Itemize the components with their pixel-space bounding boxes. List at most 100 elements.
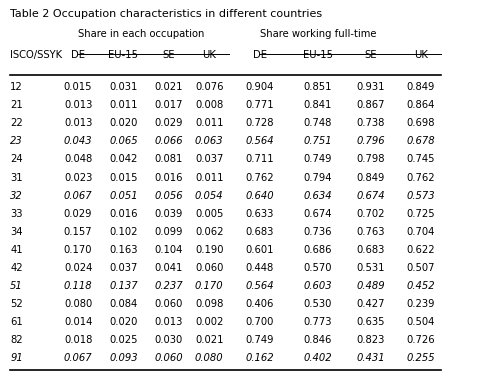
Text: 0.011: 0.011 xyxy=(195,118,223,128)
Text: SE: SE xyxy=(364,50,376,60)
Text: 0.726: 0.726 xyxy=(407,335,435,345)
Text: 0.640: 0.640 xyxy=(245,191,274,201)
Text: 0.849: 0.849 xyxy=(356,172,385,182)
Text: 0.065: 0.065 xyxy=(109,136,138,146)
Text: 0.015: 0.015 xyxy=(109,172,138,182)
Text: 0.076: 0.076 xyxy=(195,82,223,92)
Text: 0.570: 0.570 xyxy=(303,263,332,273)
Text: 0.698: 0.698 xyxy=(407,118,435,128)
Text: 22: 22 xyxy=(10,118,23,128)
Text: 0.738: 0.738 xyxy=(356,118,385,128)
Text: 0.725: 0.725 xyxy=(407,209,435,219)
Text: 0.489: 0.489 xyxy=(356,281,385,291)
Text: 0.020: 0.020 xyxy=(109,118,138,128)
Text: EU-15: EU-15 xyxy=(302,50,333,60)
Text: 51: 51 xyxy=(10,281,23,291)
Text: 0.020: 0.020 xyxy=(109,317,138,327)
Text: 0.622: 0.622 xyxy=(407,245,435,255)
Text: 0.008: 0.008 xyxy=(195,100,223,110)
Text: 0.060: 0.060 xyxy=(155,299,183,309)
Text: 0.041: 0.041 xyxy=(155,263,183,273)
Text: Table 2 Occupation characteristics in different countries: Table 2 Occupation characteristics in di… xyxy=(10,9,322,19)
Text: UK: UK xyxy=(414,50,428,60)
Text: 0.633: 0.633 xyxy=(245,209,274,219)
Text: 0.060: 0.060 xyxy=(195,263,223,273)
Text: 91: 91 xyxy=(10,354,23,363)
Text: 0.431: 0.431 xyxy=(356,354,385,363)
Text: 0.048: 0.048 xyxy=(64,154,92,164)
Text: EU-15: EU-15 xyxy=(108,50,139,60)
Text: 0.104: 0.104 xyxy=(155,245,183,255)
Text: UK: UK xyxy=(202,50,216,60)
Text: 0.573: 0.573 xyxy=(407,191,435,201)
Text: 0.137: 0.137 xyxy=(109,281,138,291)
Text: 0.013: 0.013 xyxy=(64,100,92,110)
Text: 0.043: 0.043 xyxy=(64,136,92,146)
Text: 0.118: 0.118 xyxy=(64,281,92,291)
Text: 0.603: 0.603 xyxy=(303,281,332,291)
Text: 0.711: 0.711 xyxy=(245,154,274,164)
Text: 0.063: 0.063 xyxy=(195,136,223,146)
Text: 0.170: 0.170 xyxy=(195,281,223,291)
Text: 41: 41 xyxy=(10,245,23,255)
Text: 0.686: 0.686 xyxy=(303,245,332,255)
Text: 0.674: 0.674 xyxy=(356,191,385,201)
Text: 23: 23 xyxy=(10,136,23,146)
Text: 0.014: 0.014 xyxy=(64,317,92,327)
Text: SE: SE xyxy=(163,50,175,60)
Text: Share in each occupation: Share in each occupation xyxy=(78,29,205,39)
Text: 0.002: 0.002 xyxy=(195,317,223,327)
Text: 0.080: 0.080 xyxy=(64,299,92,309)
Text: 52: 52 xyxy=(10,299,23,309)
Text: 12: 12 xyxy=(10,82,23,92)
Text: 0.255: 0.255 xyxy=(407,354,435,363)
Text: 0.039: 0.039 xyxy=(155,209,183,219)
Text: 0.402: 0.402 xyxy=(303,354,332,363)
Text: 0.013: 0.013 xyxy=(64,118,92,128)
Text: 0.163: 0.163 xyxy=(109,245,138,255)
Text: 0.452: 0.452 xyxy=(407,281,435,291)
Text: 0.745: 0.745 xyxy=(407,154,435,164)
Text: 0.796: 0.796 xyxy=(356,136,385,146)
Text: 0.700: 0.700 xyxy=(245,317,274,327)
Text: 0.025: 0.025 xyxy=(109,335,138,345)
Text: 0.864: 0.864 xyxy=(407,100,435,110)
Text: 0.749: 0.749 xyxy=(303,154,332,164)
Text: 0.081: 0.081 xyxy=(155,154,183,164)
Text: 0.017: 0.017 xyxy=(155,100,183,110)
Text: 0.029: 0.029 xyxy=(155,118,183,128)
Text: 31: 31 xyxy=(10,172,23,182)
Text: 0.683: 0.683 xyxy=(245,227,274,237)
Text: 0.157: 0.157 xyxy=(64,227,92,237)
Text: 0.011: 0.011 xyxy=(109,100,138,110)
Text: 0.066: 0.066 xyxy=(155,136,183,146)
Text: 0.798: 0.798 xyxy=(356,154,385,164)
Text: 0.867: 0.867 xyxy=(356,100,385,110)
Text: 0.427: 0.427 xyxy=(356,299,385,309)
Text: 0.762: 0.762 xyxy=(407,172,435,182)
Text: 0.162: 0.162 xyxy=(245,354,274,363)
Text: 0.237: 0.237 xyxy=(155,281,183,291)
Text: 0.763: 0.763 xyxy=(356,227,385,237)
Text: 0.904: 0.904 xyxy=(245,82,274,92)
Text: 0.021: 0.021 xyxy=(195,335,223,345)
Text: 0.702: 0.702 xyxy=(356,209,385,219)
Text: 42: 42 xyxy=(10,263,23,273)
Text: 0.406: 0.406 xyxy=(245,299,274,309)
Text: 0.794: 0.794 xyxy=(303,172,332,182)
Text: 0.564: 0.564 xyxy=(245,136,274,146)
Text: 0.016: 0.016 xyxy=(109,209,138,219)
Text: 0.531: 0.531 xyxy=(356,263,385,273)
Text: 34: 34 xyxy=(10,227,23,237)
Text: 0.098: 0.098 xyxy=(195,299,223,309)
Text: 32: 32 xyxy=(10,191,23,201)
Text: 82: 82 xyxy=(10,335,23,345)
Text: 0.504: 0.504 xyxy=(407,317,435,327)
Text: 0.771: 0.771 xyxy=(245,100,274,110)
Text: 0.023: 0.023 xyxy=(64,172,92,182)
Text: 0.099: 0.099 xyxy=(155,227,183,237)
Text: 0.042: 0.042 xyxy=(109,154,138,164)
Text: 0.634: 0.634 xyxy=(303,191,332,201)
Text: Share working full-time: Share working full-time xyxy=(260,29,376,39)
Text: 0.851: 0.851 xyxy=(303,82,332,92)
